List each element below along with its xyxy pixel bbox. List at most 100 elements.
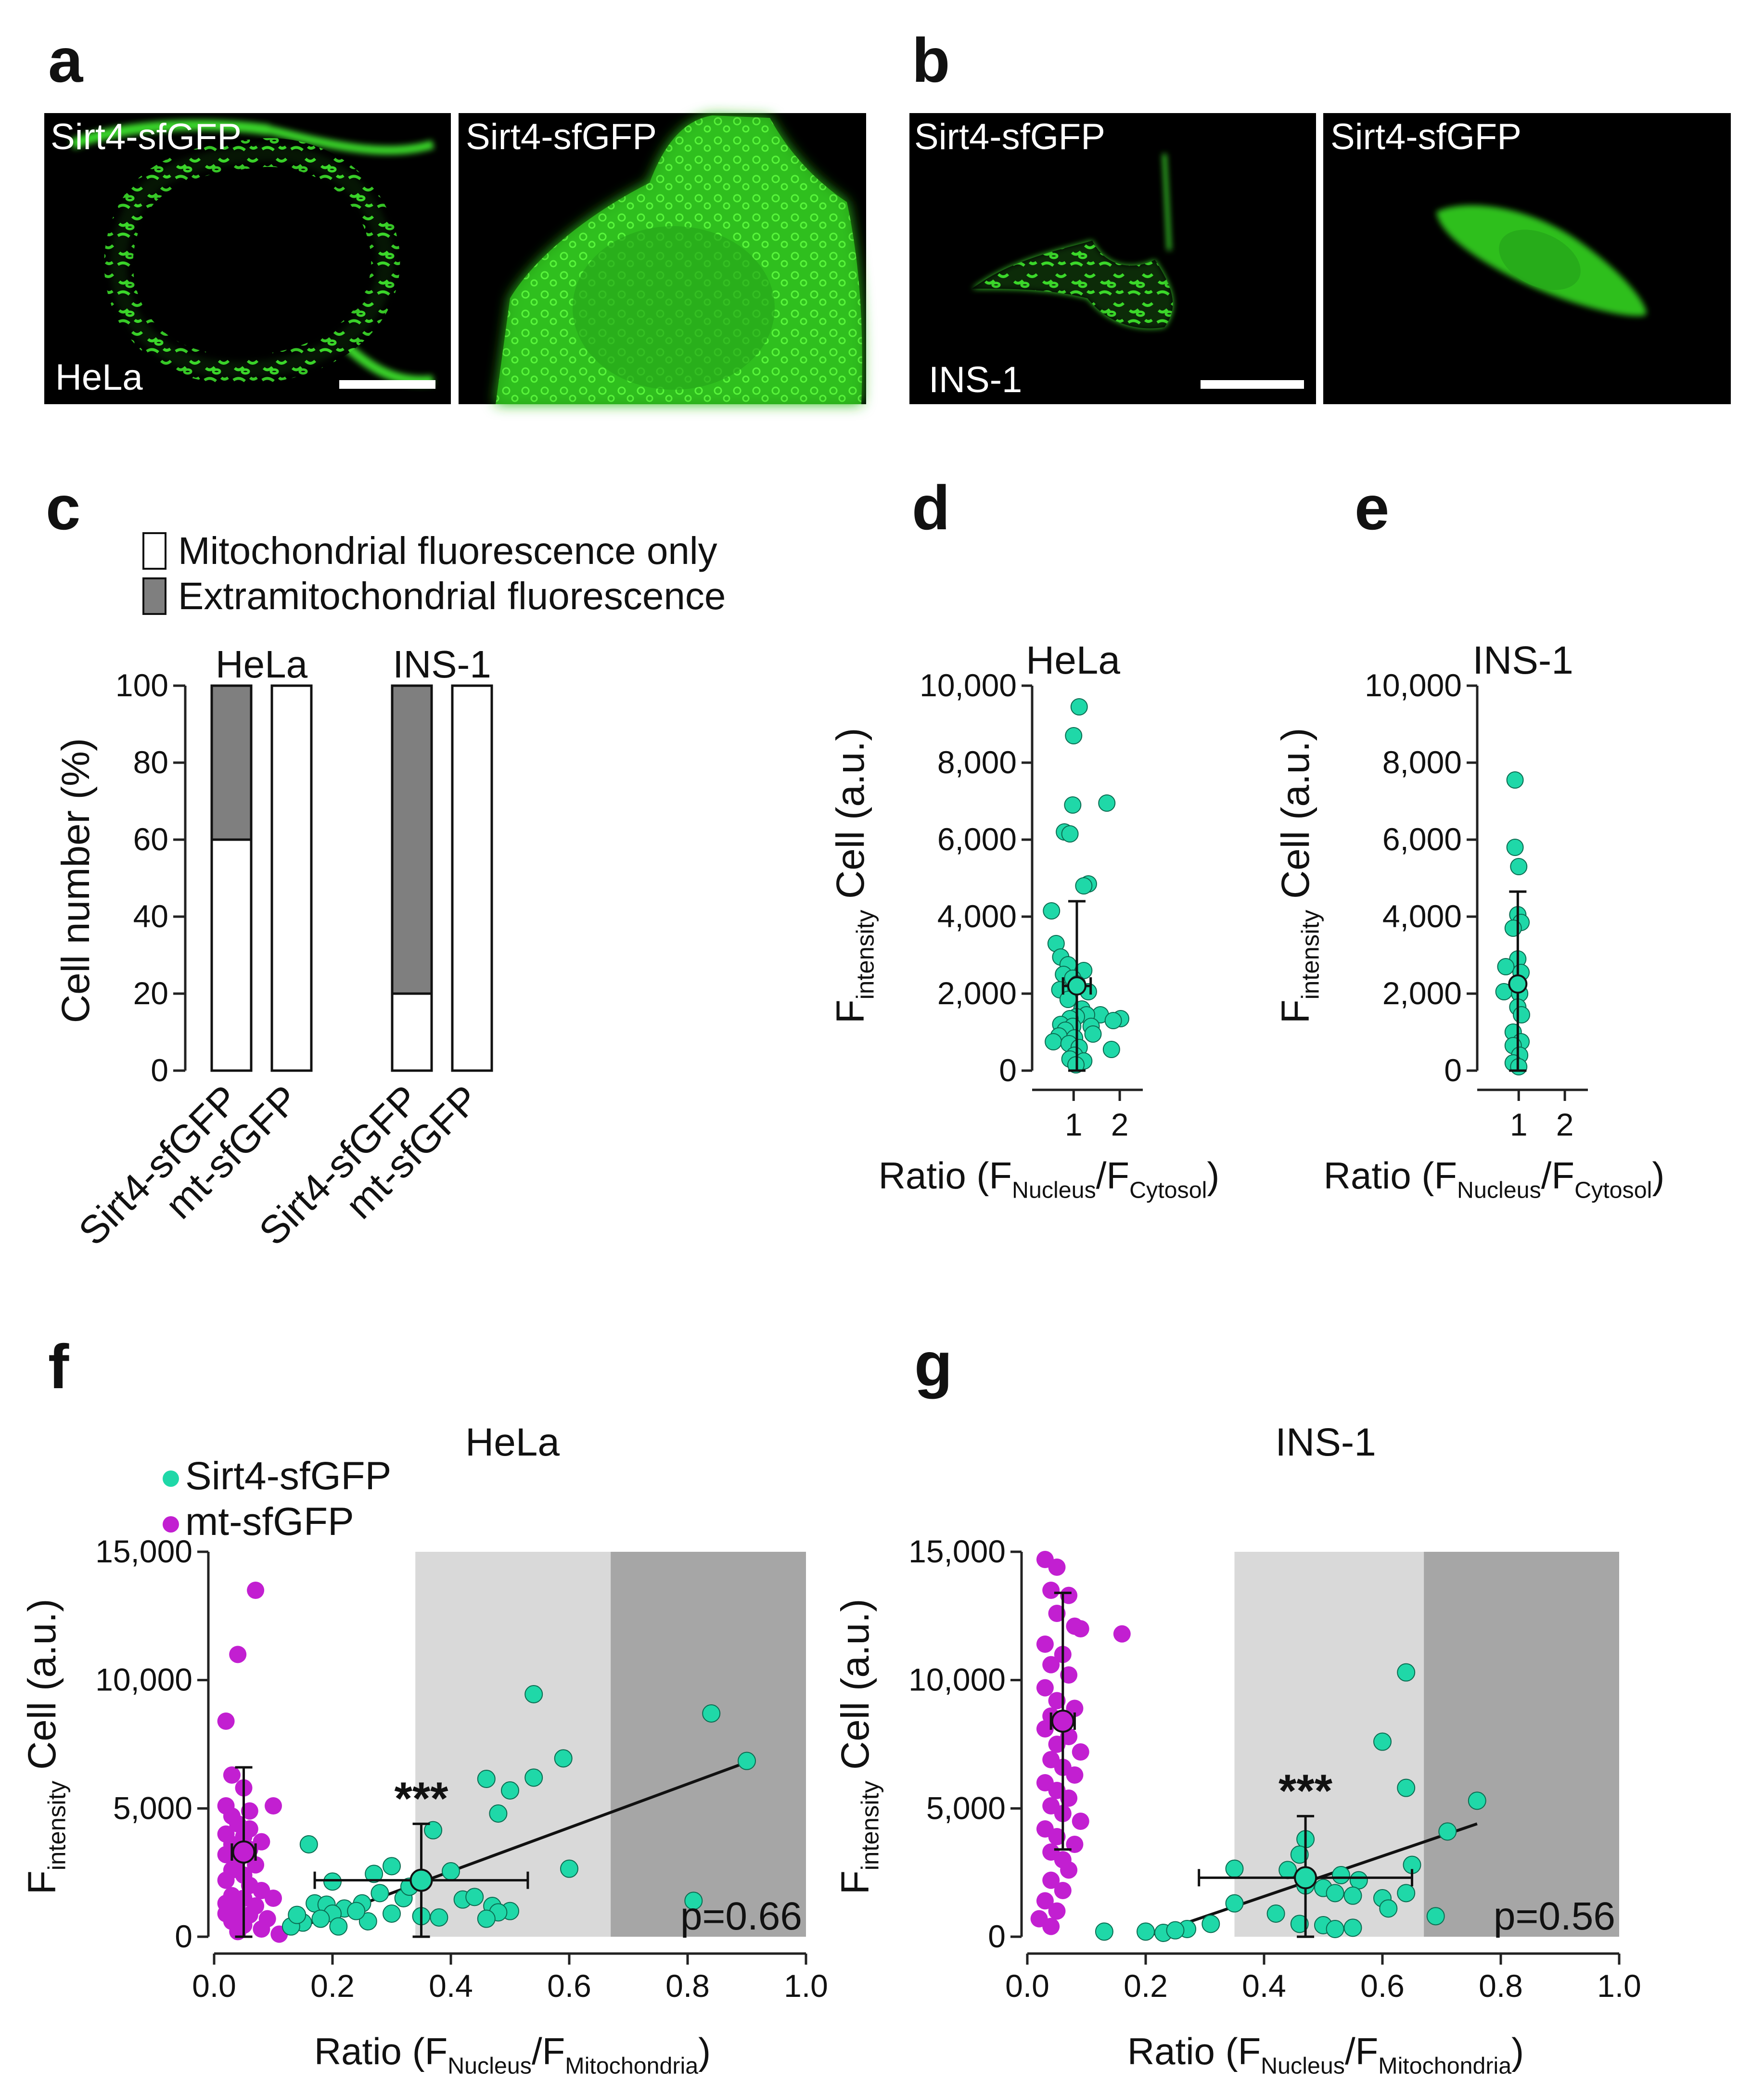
data-point [1036, 1892, 1054, 1910]
data-point [1290, 1845, 1309, 1864]
y-tick-label: 10,000 [920, 667, 1017, 703]
panel-label-c: c [46, 473, 80, 543]
data-point [288, 1905, 307, 1924]
data-point [1042, 1582, 1060, 1599]
data-point [383, 1857, 401, 1876]
data-point [311, 1909, 330, 1928]
data-point [442, 1862, 460, 1880]
data-point [554, 1749, 573, 1768]
micrograph-ins1-diffuse: Sirt4-sfGFP [1323, 113, 1731, 404]
x-tick-label: 1.0 [1597, 1968, 1641, 2004]
y-axis-label: Fintensity Cell (a.u.) [20, 1599, 71, 1895]
data-point [1060, 1666, 1078, 1684]
x-tick-label: 1.0 [784, 1968, 828, 2004]
data-point [1036, 1720, 1054, 1738]
image-label: Sirt4-sfGFP [1330, 116, 1521, 157]
x-tick-label: 0.0 [192, 1968, 236, 2004]
data-point [1278, 1861, 1297, 1879]
data-point [1102, 1041, 1120, 1058]
y-tick-label: 20 [133, 975, 168, 1011]
data-point [253, 1920, 270, 1938]
data-point [1048, 1692, 1066, 1710]
data-point [1060, 1861, 1078, 1879]
data-point [1349, 1871, 1368, 1890]
legend-label: Extramitochondrial fluorescence [178, 575, 726, 617]
x-tick-label: 0.6 [547, 1968, 591, 2004]
y-tick-label: 4,000 [937, 898, 1017, 934]
data-point [1048, 1736, 1066, 1753]
mean-point [232, 1840, 256, 1864]
y-tick-label: 6,000 [937, 821, 1017, 857]
y-tick-label: 8,000 [937, 744, 1017, 780]
bar-extramito [210, 684, 253, 841]
p-value: p=0.56 [1494, 1894, 1615, 1938]
data-point [1506, 839, 1524, 856]
mean-point [1051, 1710, 1074, 1733]
data-point [1343, 1918, 1362, 1937]
micrograph-hela-diffuse: Sirt4-sfGFP [459, 113, 866, 404]
y-axis-label: Fintensity Cell (a.u.) [833, 1599, 884, 1895]
data-point [1036, 1679, 1054, 1697]
legend-label: Mitochondrial fluorescence only [178, 529, 717, 572]
legend-marker [163, 1516, 179, 1533]
panel-label-e: e [1355, 473, 1389, 543]
data-point [1426, 1907, 1445, 1926]
data-point [1045, 1033, 1062, 1050]
x-tick-label: 0.8 [1479, 1968, 1523, 2004]
data-point [1343, 1886, 1362, 1905]
data-point [1397, 1778, 1416, 1797]
x-tick-label: 0.8 [665, 1968, 710, 2004]
panel-label-d: d [912, 473, 950, 543]
data-point [1070, 698, 1088, 716]
data-point [247, 1582, 265, 1599]
chart-title: HeLa [465, 1420, 560, 1464]
y-tick-label: 0 [999, 1052, 1017, 1088]
data-point [1061, 825, 1079, 843]
data-point [1104, 1012, 1122, 1029]
x-tick-label: 1 [1510, 1107, 1528, 1142]
data-point [1036, 1636, 1054, 1653]
cell-line-label: HeLa [55, 357, 143, 398]
data-point [217, 1712, 235, 1730]
chart-title: HeLa [1026, 639, 1120, 682]
data-point [1060, 1789, 1078, 1807]
data-point [1048, 1828, 1066, 1845]
data-point [477, 1909, 496, 1928]
chart-title: INS-1 [1275, 1420, 1376, 1464]
shaded-region [1234, 1552, 1424, 1937]
legend-swatch [142, 532, 166, 570]
data-point [1060, 1586, 1078, 1604]
shaded-region [611, 1552, 806, 1937]
data-point [738, 1751, 756, 1770]
data-point [1042, 1871, 1060, 1889]
data-point [1084, 1025, 1102, 1043]
legend-swatch [142, 577, 166, 615]
data-point [1225, 1859, 1244, 1878]
group-title: HeLa [216, 643, 308, 686]
scale-bar [339, 380, 435, 389]
chart-e: INS-1 0 2,000 4,000 6,000 8,000 10,000 1 2 Finten… [1274, 639, 1664, 1203]
x-tick-label: 1 [1065, 1107, 1083, 1142]
data-point [299, 1835, 318, 1853]
data-point [1072, 1813, 1089, 1830]
data-point [1072, 1620, 1089, 1637]
shaded-region [1424, 1552, 1619, 1937]
data-point [702, 1704, 721, 1723]
data-point [1326, 1884, 1344, 1903]
data-point [371, 1884, 389, 1903]
panel-label-b: b [912, 25, 950, 95]
mean-point [1508, 974, 1528, 994]
significance-stars: *** [1278, 1765, 1333, 1816]
y-tick-label: 40 [133, 898, 168, 934]
data-point [1225, 1894, 1244, 1913]
p-value: p=0.66 [680, 1894, 802, 1938]
legend-label: mt-sfGFP [185, 1500, 354, 1544]
y-axis-label: Fintensity Cell (a.u.) [829, 728, 879, 1024]
y-tick-label: 5,000 [113, 1790, 192, 1826]
panel-label-a: a [48, 25, 84, 95]
y-axis-label: Fintensity Cell (a.u.) [1274, 728, 1324, 1024]
data-point [1075, 877, 1093, 895]
chart-f: HeLa 0 5,000 10,000 15,000 0.0 0.2 0.4 0.6 0.8 1.0… [20, 1420, 828, 2079]
data-point [1066, 1766, 1084, 1784]
